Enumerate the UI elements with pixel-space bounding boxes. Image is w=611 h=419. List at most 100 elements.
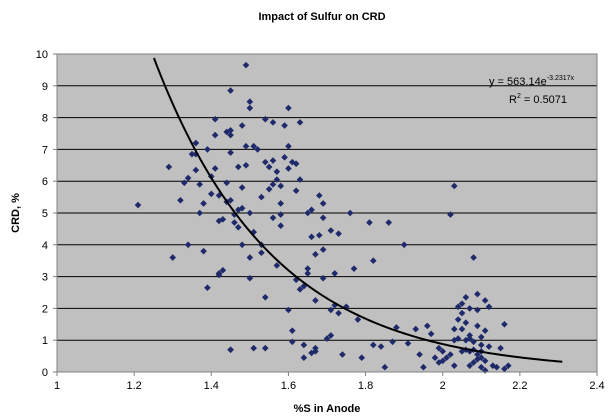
data-point bbox=[261, 344, 269, 352]
data-point bbox=[246, 274, 254, 282]
data-point bbox=[292, 187, 300, 195]
data-point bbox=[354, 316, 362, 323]
data-point bbox=[234, 224, 242, 231]
data-point bbox=[223, 179, 231, 187]
data-point bbox=[246, 104, 254, 112]
x-tick-label: 1.4 bbox=[204, 380, 219, 392]
y-tick-label: 7 bbox=[42, 144, 48, 156]
data-point bbox=[269, 181, 277, 188]
data-point bbox=[458, 325, 466, 333]
y-axis-title: CRD, % bbox=[10, 193, 22, 233]
data-point bbox=[273, 176, 281, 183]
data-point bbox=[485, 303, 493, 311]
data-point bbox=[470, 359, 477, 366]
data-point bbox=[427, 330, 435, 338]
x-tick-label: 1 bbox=[54, 380, 60, 392]
data-point bbox=[200, 200, 207, 207]
data-point bbox=[281, 154, 288, 161]
data-point bbox=[211, 165, 219, 172]
data-point bbox=[335, 230, 342, 237]
data-point bbox=[339, 351, 346, 358]
data-point bbox=[474, 351, 481, 358]
data-point bbox=[443, 354, 450, 361]
data-point bbox=[474, 355, 481, 363]
data-point bbox=[439, 348, 447, 355]
data-point bbox=[304, 270, 312, 277]
y-tick-label: 6 bbox=[42, 176, 48, 188]
data-point bbox=[196, 181, 204, 188]
data-point bbox=[261, 293, 269, 301]
data-point bbox=[501, 365, 508, 373]
scatter-points bbox=[134, 61, 512, 374]
data-point bbox=[285, 142, 292, 150]
data-point bbox=[250, 344, 258, 352]
data-point bbox=[300, 341, 308, 349]
data-point bbox=[454, 335, 462, 342]
r-squared-prefix: R bbox=[509, 94, 517, 106]
data-point bbox=[204, 284, 211, 292]
data-point bbox=[481, 297, 489, 304]
data-point bbox=[250, 142, 258, 150]
data-point bbox=[381, 363, 389, 371]
data-point bbox=[481, 357, 489, 365]
data-point bbox=[315, 231, 323, 239]
data-point bbox=[300, 354, 308, 361]
data-point bbox=[485, 343, 493, 350]
data-point bbox=[315, 192, 323, 199]
x-tick-label: 1.8 bbox=[358, 380, 373, 392]
data-point bbox=[431, 354, 439, 361]
data-point bbox=[261, 158, 269, 166]
data-point bbox=[277, 182, 285, 190]
y-tick-label: 1 bbox=[42, 335, 48, 347]
trendline-equation: y = 563.14e-3.2317x bbox=[489, 75, 575, 88]
data-point bbox=[246, 98, 254, 105]
data-point bbox=[227, 87, 234, 94]
data-point bbox=[242, 61, 250, 69]
data-point bbox=[331, 270, 339, 277]
data-point bbox=[319, 246, 327, 253]
data-point bbox=[327, 306, 335, 314]
data-point bbox=[385, 219, 393, 226]
data-point bbox=[169, 254, 177, 261]
data-point bbox=[238, 184, 246, 191]
data-point bbox=[196, 209, 204, 217]
x-tick-label: 2.2 bbox=[512, 380, 527, 392]
data-point bbox=[323, 335, 331, 342]
data-point bbox=[501, 321, 508, 328]
data-point bbox=[400, 241, 408, 249]
y-tick-label: 8 bbox=[42, 113, 48, 125]
x-axis-title: %S in Anode bbox=[294, 403, 361, 415]
data-point bbox=[308, 233, 315, 241]
data-point bbox=[477, 341, 485, 349]
data-point bbox=[227, 127, 234, 134]
data-point bbox=[454, 303, 462, 311]
data-point bbox=[346, 209, 354, 217]
data-point bbox=[312, 344, 319, 352]
data-point bbox=[454, 316, 462, 323]
data-point bbox=[439, 357, 447, 365]
data-point bbox=[200, 247, 207, 255]
data-point bbox=[393, 324, 400, 331]
data-point bbox=[288, 338, 296, 346]
plot-frame bbox=[56, 53, 598, 373]
data-point bbox=[184, 174, 192, 182]
data-point bbox=[435, 344, 443, 352]
x-tick-label: 1.6 bbox=[281, 380, 296, 392]
data-point bbox=[292, 160, 300, 168]
data-point bbox=[277, 200, 285, 207]
data-point bbox=[412, 325, 420, 333]
data-point bbox=[420, 363, 427, 371]
x-axis-ticks: 1 1.2 1.4 1.6 1.8 2 2.2 2.4 bbox=[54, 372, 605, 392]
data-point bbox=[281, 122, 288, 129]
data-point bbox=[481, 327, 489, 334]
data-point bbox=[227, 149, 234, 156]
x-tick-label: 2 bbox=[440, 380, 446, 392]
y-tick-label: 5 bbox=[42, 208, 48, 220]
data-point bbox=[238, 204, 246, 212]
data-point bbox=[450, 362, 458, 369]
data-point bbox=[211, 131, 219, 139]
data-point bbox=[470, 338, 477, 346]
data-point bbox=[358, 354, 366, 361]
data-point bbox=[269, 119, 277, 126]
data-point bbox=[285, 306, 292, 314]
